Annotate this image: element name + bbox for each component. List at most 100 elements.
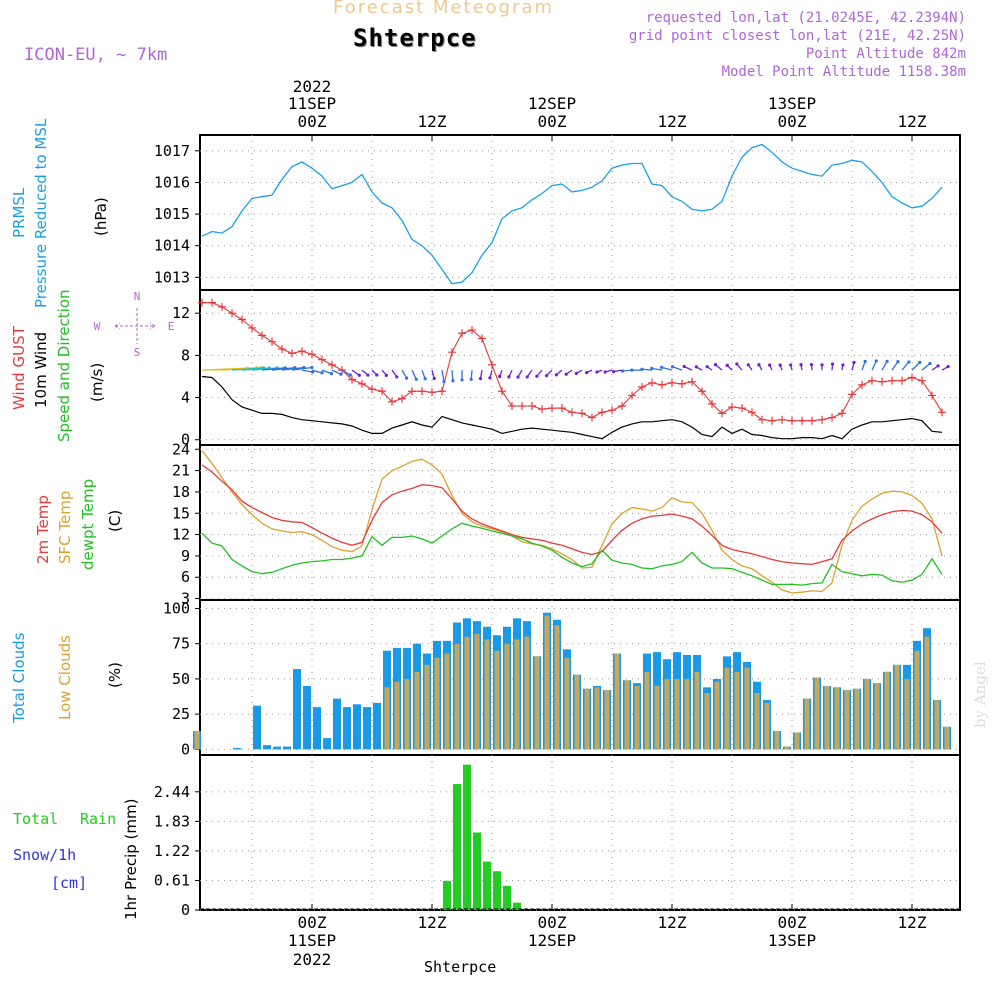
precip-bar [443, 880, 451, 910]
gust-marker [408, 387, 416, 396]
wind-arrow [661, 366, 673, 371]
wind-arrow-head [863, 359, 867, 364]
top-axis-date: 11SEP [288, 94, 336, 113]
wind-arrow-head [498, 374, 502, 379]
gust-marker [578, 409, 586, 418]
cloud-low-bar [734, 671, 740, 750]
wind-arrow [261, 367, 286, 371]
wind-arrow [651, 367, 663, 371]
bottom-axis-hour: 12Z [898, 913, 927, 932]
wind-arrow-head [564, 372, 568, 376]
cloud-total-bar [253, 705, 261, 750]
gust-marker [838, 409, 846, 418]
wind-arrow [441, 370, 445, 382]
gust-marker [388, 397, 396, 406]
cloud-low-bar [194, 731, 200, 750]
wind-arrow [881, 361, 888, 371]
wind-arrow-head [809, 362, 814, 367]
wind-arrow-head [660, 365, 664, 369]
wind-arrow-head [535, 374, 539, 378]
cloud-low-bar [794, 732, 800, 750]
precip-ytick-label: 2.44 [154, 783, 190, 801]
wind-arrow [901, 361, 910, 371]
wind-arrow-head [554, 373, 558, 377]
pressure-ytick-label: 1016 [154, 173, 190, 191]
pressure-ytick-label: 1015 [154, 205, 190, 223]
precip-bar [473, 832, 481, 910]
cloud-low-bar [404, 678, 410, 750]
cloud-low-bar [884, 671, 890, 750]
wind-arrow [871, 360, 877, 371]
gust-marker [208, 298, 216, 307]
panel-frame-pressure [199, 134, 961, 291]
wind-arrow-head [768, 363, 772, 367]
bottom-axis-hour: 00Z [298, 913, 327, 932]
gust-marker [428, 388, 436, 397]
top-axis-date: 13SEP [768, 94, 816, 113]
gust-marker [448, 348, 456, 357]
wind-ytick-label: 0 [181, 431, 190, 449]
wind-arrow-head [469, 377, 473, 381]
bottom-axis-date: 13SEP [768, 931, 816, 950]
gust-marker [818, 415, 826, 424]
wind-arrow-head [310, 365, 314, 370]
temp-ytick-label: 15 [172, 504, 190, 522]
gust-marker [788, 416, 796, 425]
gust-marker [808, 416, 816, 425]
cloud-low-bar [924, 636, 930, 750]
bottom-axis-date: 11SEP [288, 931, 336, 950]
gust-marker [758, 415, 766, 424]
cloud-low-bar [914, 650, 920, 750]
sfc-temp-line [201, 450, 943, 594]
gust-marker [338, 366, 346, 375]
compass-w: W [94, 320, 101, 333]
bottom-axis-hour: 12Z [418, 913, 447, 932]
cloud-ytick-label: 75 [172, 635, 190, 653]
wind-arrow [672, 366, 683, 371]
gust-marker [768, 416, 776, 425]
precip-rain-label: Rain [80, 810, 117, 828]
model-label: ICON-EU, ~ 7km [24, 45, 168, 65]
top-axis-hour: 00Z [778, 112, 807, 131]
wind-arrow-head [339, 372, 343, 376]
top-axis-date: 12SEP [528, 94, 576, 113]
gust-marker [518, 401, 526, 410]
wind-arrow-head [442, 379, 446, 384]
cloud-low-bar [524, 636, 530, 750]
wind-arrow-head [670, 365, 675, 369]
cloud-low-bar [654, 685, 660, 750]
gust-marker [728, 403, 736, 412]
wind-arrow [301, 369, 313, 373]
wind-arrow-head [799, 363, 803, 367]
cloud-low-bar [474, 633, 480, 750]
gust-marker [638, 383, 646, 392]
wind-arrow-head [896, 360, 900, 364]
gust-marker [908, 373, 916, 382]
gust-marker [198, 298, 206, 307]
wind-arrow-head [366, 373, 370, 377]
gust-marker [608, 406, 616, 415]
cloud-low-bar [784, 746, 790, 750]
wind-arrow [311, 369, 323, 374]
wind-arrow [921, 362, 931, 371]
wind-arrow-head [841, 363, 845, 367]
cloud-low-bar [454, 643, 460, 750]
wind-arrow-head [603, 370, 607, 374]
chart-title: Forecast Meteogram [333, 0, 555, 18]
gust-marker [708, 399, 716, 408]
precip-ytick-label: 0 [181, 901, 190, 919]
wind-arrow-head [820, 363, 824, 367]
wind-arrow-head [746, 363, 750, 367]
wind-arrow-head [574, 371, 578, 375]
cloud-low-bar [384, 687, 390, 750]
cloud-low-bar [684, 678, 690, 750]
cloud-total-bar [273, 746, 281, 750]
cloud-low-bar [844, 690, 850, 750]
location-title: Shterpce [353, 24, 477, 52]
wind-arrow-head [507, 375, 511, 379]
precip-bar [513, 902, 521, 910]
precip-bar [453, 784, 461, 910]
compass-s: S [134, 346, 141, 359]
cloud-total-bar [263, 745, 271, 750]
